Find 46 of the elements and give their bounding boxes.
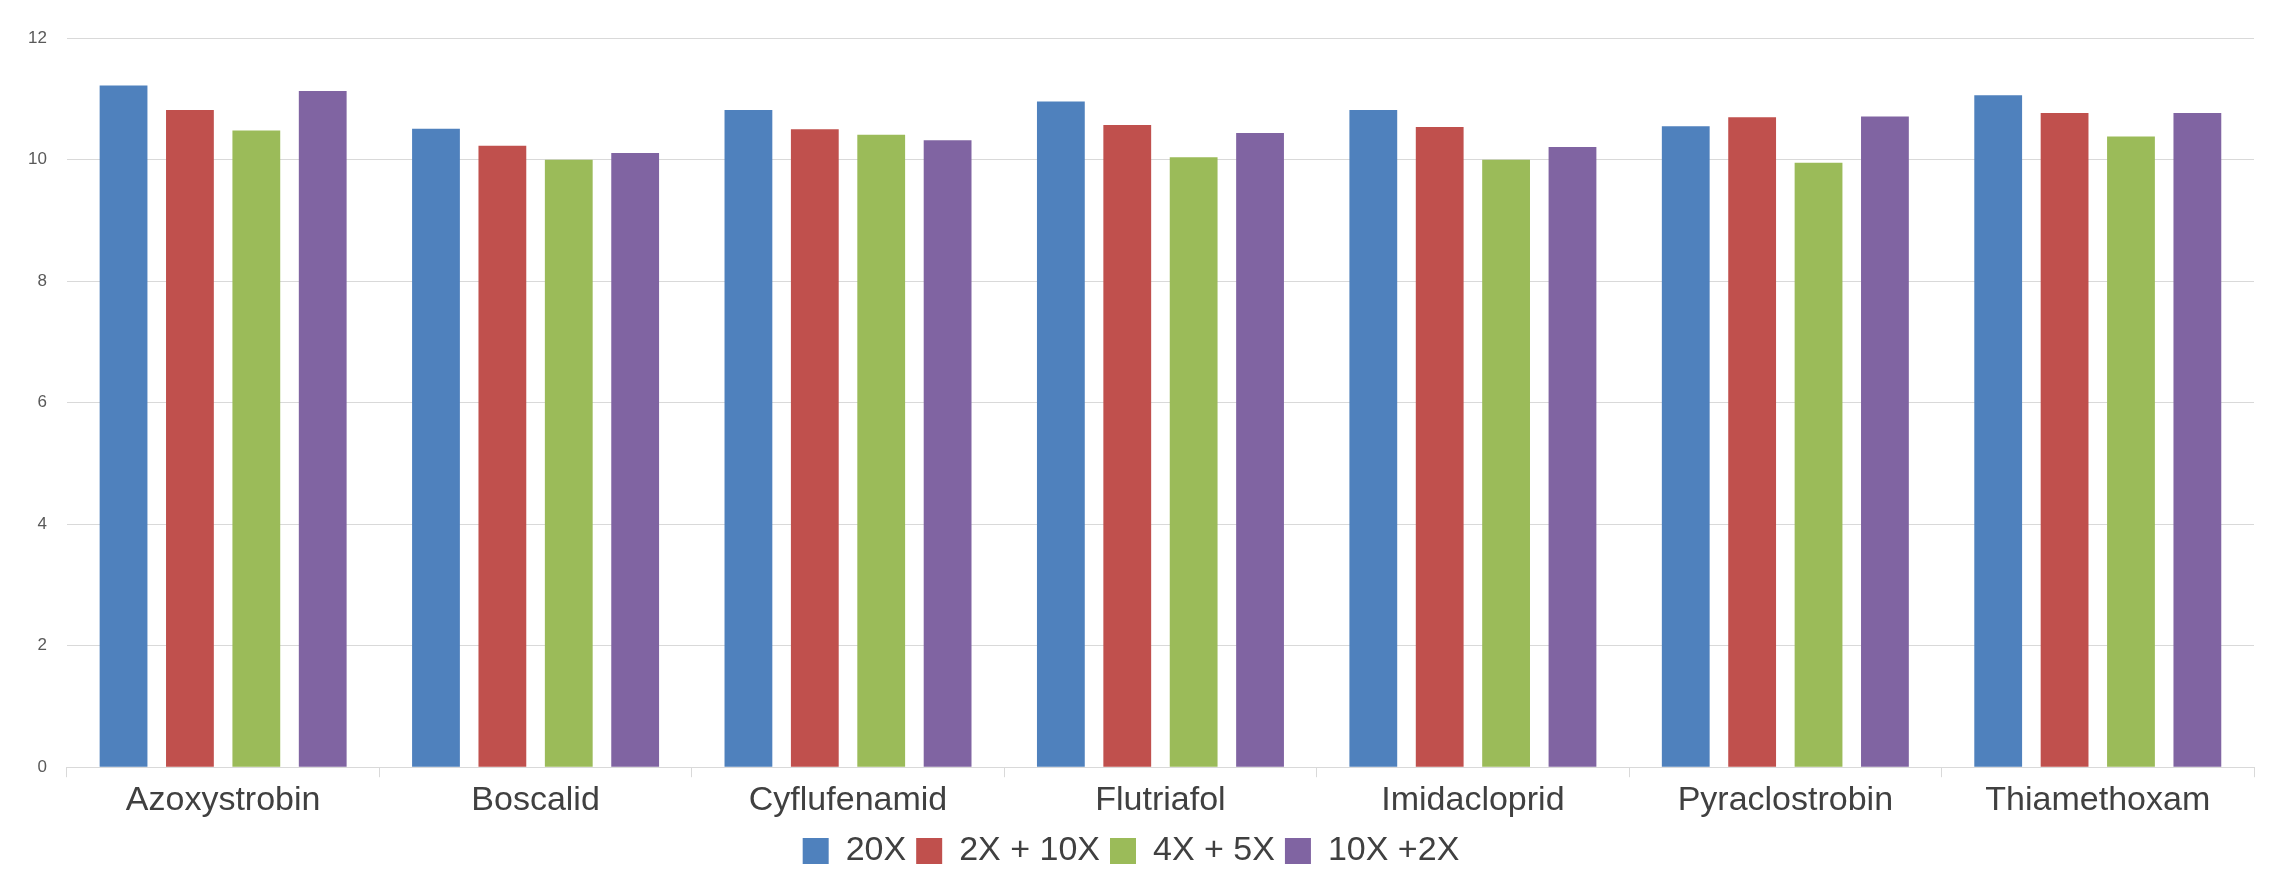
bar: [1036, 101, 1085, 767]
y-tick-label: 10: [27, 149, 47, 169]
bar: [923, 140, 972, 767]
bar: [790, 129, 839, 767]
x-tick-label: Boscalid: [471, 778, 600, 817]
bar: [1169, 157, 1218, 767]
bar: [1415, 126, 1464, 767]
bar: [1861, 116, 1909, 767]
y-tick-label: 2: [37, 635, 47, 655]
x-tick-label: Cyflufenamid: [748, 778, 948, 817]
x-tick-label: Flutriafol: [1095, 778, 1226, 817]
y-tick-label: 8: [37, 270, 47, 290]
legend-label: 10X +2X: [1327, 829, 1460, 868]
bar: [1548, 146, 1597, 767]
bar: [611, 153, 660, 767]
bar: [298, 91, 347, 767]
bar: [1794, 162, 1843, 767]
bar: [1728, 117, 1777, 767]
bar: [2040, 112, 2089, 767]
x-tick-label: Imidacloprid: [1381, 778, 1565, 817]
x-tick-label: Azoxystrobin: [125, 778, 321, 817]
bar: [166, 109, 214, 767]
bar: [544, 159, 593, 767]
bar: [1349, 109, 1398, 767]
bar: [1236, 132, 1284, 767]
legend-label: 4X + 5X: [1153, 829, 1275, 868]
bar: [2107, 136, 2155, 767]
bar: [412, 128, 460, 767]
x-tick-label: Thiamethoxam: [1985, 778, 2211, 817]
bar: [1661, 126, 1710, 767]
bar: [724, 109, 773, 767]
bar: [99, 85, 148, 767]
y-tick-label: 4: [37, 513, 47, 533]
bar: [1482, 159, 1530, 767]
y-tick-label: 6: [37, 392, 47, 412]
bar: [2173, 112, 2222, 767]
bar: [478, 145, 527, 767]
bar: [1974, 95, 2023, 767]
y-tick-label: 0: [37, 756, 47, 776]
bar: [232, 130, 281, 767]
bar: [1103, 125, 1152, 767]
legend-label: 20X: [845, 829, 907, 868]
legend-label: 2X + 10X: [959, 829, 1101, 868]
x-tick-label: Pyraclostrobin: [1677, 778, 1894, 817]
bar: [857, 134, 906, 767]
y-tick-label: 12: [27, 27, 47, 47]
